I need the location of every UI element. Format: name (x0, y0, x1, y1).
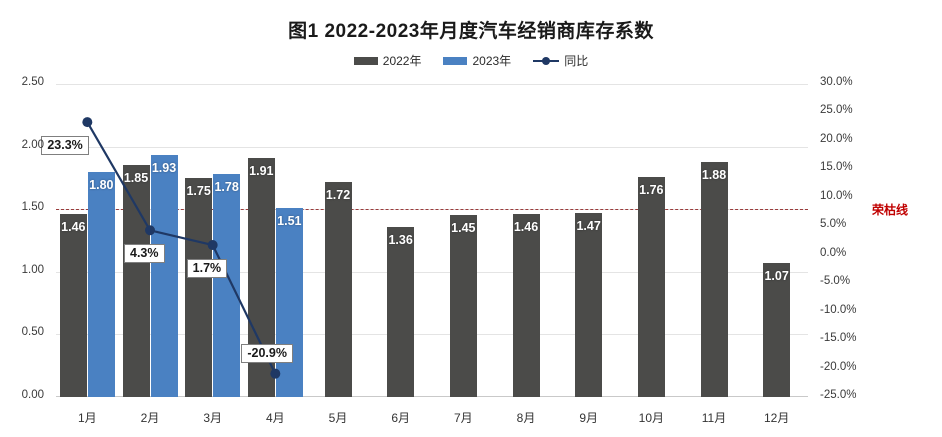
bar-label-2022: 1.76 (639, 182, 664, 197)
y-axis-left-tick: 0.00 (21, 389, 44, 401)
bar-label-2022: 1.36 (388, 232, 413, 247)
legend-line-marker-icon (533, 56, 560, 66)
bar-2023[interactable] (150, 155, 178, 397)
x-axis-label: 11月 (701, 411, 727, 425)
bar-label-2022: 1.91 (249, 163, 274, 178)
y-axis-right-tick: 15.0% (820, 161, 853, 174)
y-axis-right-tick: 20.0% (820, 132, 853, 145)
legend-label-yoy: 同比 (564, 54, 589, 68)
x-axis-label: 10月 (638, 411, 664, 425)
yoy-data-point[interactable] (145, 225, 155, 236)
bar-label-2022: 1.75 (186, 183, 211, 198)
legend-item-yoy[interactable]: 同比 (533, 52, 588, 69)
x-axis-label: 6月 (391, 411, 410, 425)
bar-2022[interactable] (637, 176, 665, 397)
y-axis-right-tick: -25.0% (820, 389, 857, 401)
bar-label-2022: 1.46 (513, 220, 539, 235)
yoy-data-point[interactable] (270, 368, 281, 379)
bar-2022[interactable] (575, 212, 603, 397)
yoy-value-callout: 4.3% (124, 244, 165, 264)
x-axis-label: 8月 (516, 411, 536, 425)
x-axis-label: 1月 (77, 411, 97, 425)
legend-swatch-2022 (353, 56, 378, 65)
threshold-label: 荣枯线 (872, 203, 909, 218)
x-axis-label: 2月 (140, 411, 160, 425)
bar-label-2022: 1.85 (123, 171, 149, 186)
yoy-value-callout: 23.3% (41, 136, 89, 156)
bar-label-2022: 1.46 (61, 220, 86, 235)
y-axis-right-tick: 10.0% (820, 189, 853, 202)
y-axis-left-tick: 1.00 (21, 263, 44, 276)
gridline (56, 271, 808, 273)
y-axis-right-tick: 25.0% (820, 104, 853, 117)
bar-2022[interactable] (387, 226, 415, 397)
y-axis-right-tick: -10.0% (820, 303, 857, 316)
bar-label-2022: 1.88 (701, 167, 727, 182)
y-axis-left-tick: 1.50 (21, 201, 44, 214)
legend-label-2023: 2023年 (472, 54, 512, 68)
x-axis-baseline (56, 396, 808, 397)
bar-label-2022: 1.47 (576, 218, 601, 233)
bar-label-2022: 1.72 (325, 187, 351, 202)
y-axis-left-tick: 2.50 (21, 76, 44, 88)
y-axis-right-tick: 30.0% (820, 76, 853, 88)
bar-label-2023: 1.80 (89, 177, 114, 192)
y-axis-right-tick: -20.0% (820, 360, 857, 373)
yoy-data-point[interactable] (82, 117, 93, 128)
bar-2022[interactable] (59, 214, 87, 397)
yoy-line-path (86, 121, 277, 375)
threshold-line (56, 209, 808, 211)
bar-label-2023: 1.51 (277, 213, 302, 228)
x-axis-label: 12月 (763, 411, 790, 425)
y-axis-right-tick: -5.0% (820, 275, 851, 288)
chart-title: 图1 2022-2023年月度汽车经销商库存系数 (288, 21, 654, 42)
y-axis-left-tick: 2.00 (21, 138, 44, 151)
yoy-value-callout: -20.9% (241, 343, 293, 363)
legend-swatch-2023 (443, 56, 468, 65)
plot-area: 1.46 1.80 1.85 1.93 1.75 1.78 1.91 1.51 1.72 1.36… (41, 84, 808, 397)
y-axis-right-tick: 0.0% (820, 246, 847, 259)
y-axis-right-tick: 5.0% (820, 218, 847, 231)
x-axis-label: 9月 (579, 411, 598, 425)
x-axis-label: 7月 (453, 411, 473, 425)
bar-2022[interactable] (700, 161, 728, 397)
bar-label-2023: 1.93 (151, 161, 177, 176)
bar-label-2022: 1.45 (451, 221, 476, 236)
bar-label-2022: 1.07 (764, 269, 789, 284)
yoy-value-callout: 1.7% (186, 259, 228, 279)
x-axis-label: 5月 (328, 411, 348, 425)
legend-item-2022[interactable]: 2022年 (353, 52, 422, 69)
bar-2023[interactable] (213, 174, 241, 397)
x-axis-label: 4月 (265, 411, 285, 425)
bar-2022[interactable] (512, 214, 540, 397)
bar-label-2023: 1.78 (214, 180, 239, 195)
bar-2022[interactable] (763, 263, 791, 397)
yoy-line-series (82, 117, 281, 379)
bar-2022[interactable] (449, 215, 477, 397)
bar-2022[interactable] (324, 181, 352, 397)
yoy-data-point[interactable] (207, 240, 218, 251)
x-axis-label: 3月 (203, 411, 222, 425)
gridline (56, 334, 808, 336)
y-axis-left-tick: 0.50 (21, 326, 44, 339)
bar-2023[interactable] (275, 207, 303, 397)
gridline (56, 84, 808, 85)
y-axis-right-tick: -15.0% (820, 332, 857, 345)
legend-item-2023[interactable]: 2023年 (443, 52, 511, 69)
bar-2023[interactable] (87, 171, 115, 397)
legend-label-2022: 2022年 (382, 54, 422, 68)
gridline (56, 146, 808, 148)
bar-2022[interactable] (185, 177, 213, 397)
chart-legend: 2022年 2023年 同比 (0, 52, 942, 69)
